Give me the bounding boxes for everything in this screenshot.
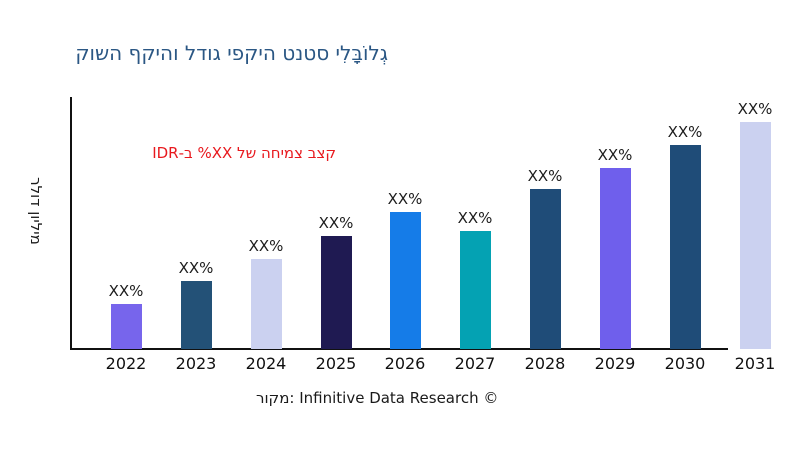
x-tick-label-2030: 2030 (664, 354, 706, 373)
x-tick-label-2027: 2027 (454, 354, 496, 373)
x-tick-label-2023: 2023 (175, 354, 217, 373)
bar-value-label-2022: XX% (108, 282, 144, 300)
x-tick-label-2022: 2022 (105, 354, 147, 373)
bar-2024 (250, 259, 282, 349)
bar-value-label-2030: XX% (667, 123, 703, 141)
bar-value-label-2027: XX% (457, 209, 493, 227)
growth-rate-annotation: קצב צמיחה של XX% ב-IDR (152, 144, 336, 162)
bar-2026 (389, 212, 421, 349)
bar-2025 (320, 236, 352, 349)
chart-title: גְלוֹבָּלִי סטנט היקפי גודל והיקף השוק (75, 41, 388, 65)
bar-2030 (669, 145, 701, 349)
x-axis-line (70, 348, 728, 350)
bar-2029 (599, 168, 631, 349)
x-tick-label-2031: 2031 (734, 354, 776, 373)
bar-2027 (459, 231, 491, 349)
source-credit: מקור: Infinitive Data Research © (256, 389, 499, 407)
y-axis-label: מיליון דולר (27, 177, 45, 245)
x-tick-label-2029: 2029 (594, 354, 636, 373)
bar-2028 (529, 189, 561, 349)
bar-2031 (739, 122, 771, 349)
bar-value-label-2029: XX% (597, 146, 633, 164)
bar-value-label-2024: XX% (248, 237, 284, 255)
bar-value-label-2028: XX% (527, 167, 563, 185)
bar-value-label-2025: XX% (318, 214, 354, 232)
bar-value-label-2023: XX% (178, 259, 214, 277)
bar-2022 (110, 304, 142, 349)
x-tick-label-2024: 2024 (245, 354, 287, 373)
bar-value-label-2031: XX% (737, 100, 773, 118)
y-axis-line (70, 97, 72, 350)
x-tick-label-2028: 2028 (524, 354, 566, 373)
x-tick-label-2025: 2025 (315, 354, 357, 373)
bar-value-label-2026: XX% (387, 190, 423, 208)
x-tick-label-2026: 2026 (384, 354, 426, 373)
bar-2023 (180, 281, 212, 349)
